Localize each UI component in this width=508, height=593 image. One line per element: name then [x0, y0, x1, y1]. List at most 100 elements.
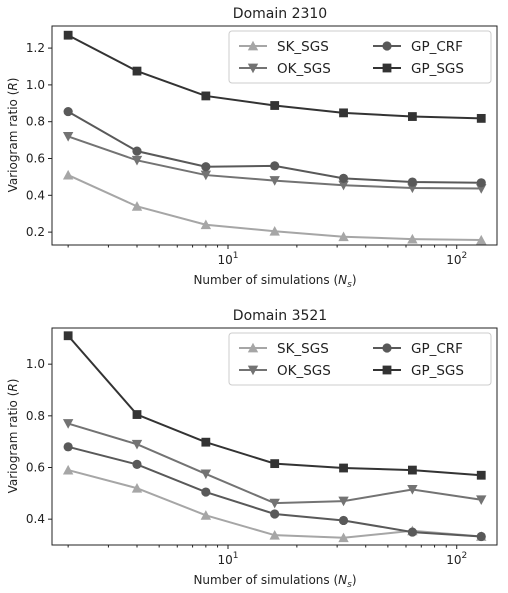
data-point	[407, 112, 417, 121]
legend: SK_SGS OK_SGS GP_CRF GP_SGS	[228, 332, 492, 386]
data-point	[132, 459, 142, 469]
data-point	[269, 498, 280, 509]
y-axis: 0.4 0.6 0.8 1.0	[26, 357, 52, 526]
legend-marker	[382, 41, 392, 51]
y-tick-label: 0.8	[26, 409, 45, 423]
x-tick-label: 102	[446, 251, 467, 267]
data-point	[63, 30, 73, 40]
y-tick-label: 0.4	[26, 188, 45, 202]
legend-box	[228, 332, 492, 386]
data-point	[62, 132, 74, 142]
data-point	[269, 225, 280, 236]
x-tick-label: 102	[446, 551, 467, 567]
data-point	[476, 178, 486, 188]
data-point	[201, 91, 211, 101]
legend-entry: GP_CRF	[373, 39, 463, 55]
legend-box	[228, 30, 492, 84]
legend: SK_SGS OK_SGS GP_CRF GP_SGS	[228, 30, 492, 84]
data-point	[338, 532, 349, 543]
series-gp-crf	[63, 106, 486, 188]
data-point	[131, 482, 143, 493]
legend-marker	[247, 40, 259, 51]
series-layer	[62, 331, 487, 543]
legend-marker	[382, 63, 392, 73]
data-point	[62, 464, 74, 475]
data-point	[270, 101, 280, 110]
data-point	[63, 331, 73, 341]
x-axis-label: Number of simulations (Ns)	[193, 273, 356, 290]
legend-entry: GP_SGS	[373, 61, 464, 77]
data-point	[338, 231, 349, 242]
series-gp-crf	[63, 442, 486, 542]
data-point	[476, 531, 486, 542]
x-tick-label: 101	[218, 551, 239, 567]
data-point	[476, 113, 486, 123]
chart-title: Domain 3521	[233, 308, 327, 324]
legend-entry: SK_SGS	[239, 39, 329, 55]
legend-entry: SK_SGS	[239, 341, 329, 357]
y-axis: 0.2 0.4 0.6 0.8 1.0 1.2	[26, 41, 52, 239]
x-tick-label: 101	[218, 251, 239, 267]
chart-panel-domain-3521: Domain 3521 0.4 0.6 0.8 1.0 101 102 Variogra…	[6, 308, 498, 590]
data-point	[407, 233, 418, 244]
y-tick-label: 0.6	[26, 152, 45, 166]
data-point	[131, 155, 143, 166]
legend-label: GP_SGS	[411, 61, 464, 77]
x-axis-label: Number of simulations (Ns)	[193, 573, 356, 590]
data-point	[339, 108, 348, 118]
y-tick-label: 0.6	[26, 461, 45, 475]
data-point	[407, 183, 418, 194]
data-point	[62, 419, 74, 429]
chart-title: Domain 2310	[233, 6, 327, 22]
data-point	[270, 161, 280, 171]
x-axis: 101 102	[67, 545, 467, 567]
legend-label: OK_SGS	[277, 363, 331, 379]
legend-entry: OK_SGS	[239, 363, 331, 379]
data-point	[476, 495, 487, 505]
legend-entry: GP_SGS	[373, 363, 464, 379]
legend-marker	[247, 342, 259, 353]
data-point	[338, 180, 349, 191]
data-point	[476, 470, 486, 480]
data-point	[407, 485, 418, 495]
data-point	[200, 469, 212, 480]
data-point	[338, 515, 349, 526]
data-point	[270, 459, 280, 469]
plot-frame	[51, 327, 498, 546]
chart-panel-domain-2310: Domain 2310 0.2 0.4 0.6 0.8 1.0 1.2 101 102 Va…	[6, 6, 498, 290]
data-point	[131, 201, 143, 211]
y-tick-label: 0.4	[26, 512, 45, 526]
series-layer	[62, 30, 487, 245]
data-point	[338, 173, 349, 183]
y-tick-label: 1.2	[26, 41, 45, 55]
data-point	[132, 146, 142, 156]
x-axis: 101 102	[67, 245, 467, 267]
data-point	[269, 529, 280, 540]
series-sk-sgs	[62, 169, 487, 245]
legend-marker	[382, 365, 392, 375]
data-point	[132, 66, 142, 76]
legend-entry: GP_CRF	[373, 341, 463, 357]
legend-marker	[247, 365, 259, 376]
series-ok-sgs	[62, 419, 487, 509]
legend-label: SK_SGS	[277, 39, 329, 55]
y-axis-label: Variogram ratio (R)	[6, 379, 20, 494]
data-point	[201, 437, 211, 447]
legend-label: OK_SGS	[277, 61, 331, 77]
data-point	[407, 177, 417, 187]
y-tick-label: 0.2	[26, 225, 45, 239]
data-point	[201, 162, 211, 172]
legend-marker	[247, 63, 259, 74]
data-point	[131, 439, 143, 450]
data-point	[63, 106, 73, 117]
data-point	[269, 176, 280, 186]
data-point	[201, 487, 211, 497]
data-point	[63, 442, 73, 452]
data-point	[407, 527, 417, 537]
data-point	[339, 463, 348, 473]
data-point	[407, 465, 417, 475]
y-tick-label: 1.0	[26, 78, 45, 92]
series-gp-sgs	[63, 331, 486, 480]
legend-label: GP_SGS	[411, 363, 464, 379]
